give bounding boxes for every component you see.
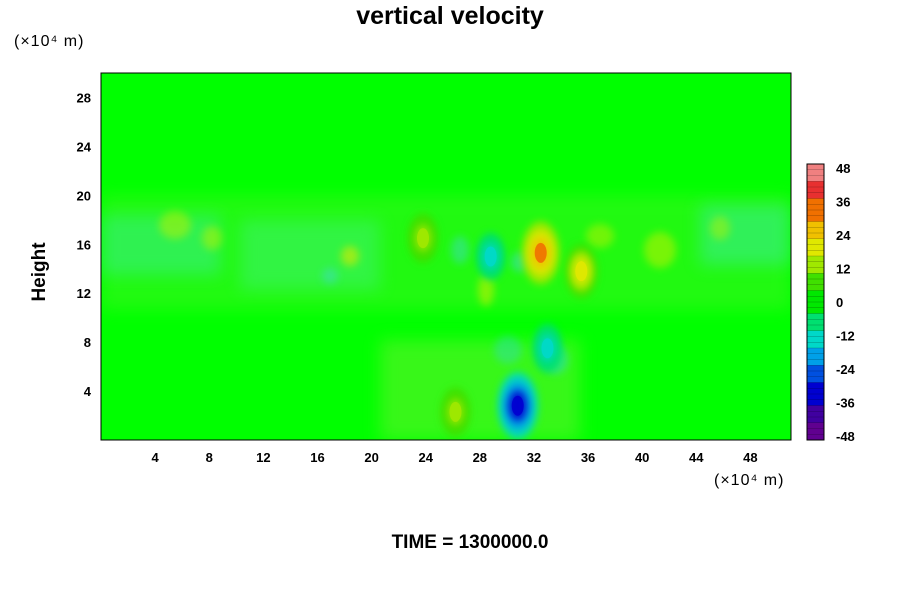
colorbar-band	[807, 238, 824, 245]
colorbar	[806, 163, 825, 441]
field-feature-5	[497, 372, 538, 440]
x-tick-label: 48	[743, 450, 757, 465]
colorbar-band	[807, 382, 824, 389]
x-tick-label: 24	[418, 450, 433, 465]
colorbar-band	[807, 411, 824, 418]
colorbar-band	[807, 359, 824, 366]
colorbar-ticks: 48 36 24 12 0 -12 -24 -36 -48	[836, 161, 856, 444]
colorbar-band	[807, 164, 824, 171]
colorbar-band	[807, 221, 824, 228]
colorbar-tick-label: -12	[836, 329, 855, 344]
x-tick-label: 28	[473, 450, 487, 465]
colorbar-band	[807, 336, 824, 343]
colorbar-band	[807, 313, 824, 320]
colorbar-band	[807, 181, 824, 188]
colorbar-band	[807, 365, 824, 372]
colorbar-band	[807, 244, 824, 251]
y-tick-label: 8	[84, 335, 91, 350]
colorbar-band	[807, 388, 824, 395]
colorbar-band	[807, 198, 824, 205]
y-tick-label: 16	[77, 237, 91, 252]
colorbar-band	[807, 394, 824, 401]
colorbar-band	[807, 169, 824, 176]
colorbar-band	[807, 250, 824, 257]
y-tick-label: 24	[77, 139, 92, 154]
feature-layer	[408, 213, 598, 440]
field-feature-6	[532, 323, 563, 373]
colorbar-band	[807, 342, 824, 349]
colorbar-band	[807, 204, 824, 211]
x-tick-label: 40	[635, 450, 649, 465]
y-axis-ticks: 4 8 12 16 20 24 28	[77, 90, 92, 399]
colorbar-band	[807, 261, 824, 268]
y-tick-label: 4	[84, 384, 92, 399]
chart-title: vertical velocity	[356, 2, 544, 30]
colorbar-tick-label: -48	[836, 429, 855, 444]
colorbar-band	[807, 296, 824, 303]
plot-frame	[100, 72, 792, 441]
x-tick-label: 32	[527, 450, 541, 465]
colorbar-band	[807, 215, 824, 222]
field-feature-4	[440, 387, 471, 437]
colorbar-band	[807, 187, 824, 194]
colorbar-tick-label: -24	[836, 362, 856, 377]
x-tick-label: 44	[689, 450, 704, 465]
x-tick-label: 16	[310, 450, 324, 465]
x-tick-label: 36	[581, 450, 595, 465]
y-tick-label: 28	[77, 90, 91, 105]
colorbar-band	[807, 353, 824, 360]
x-tick-label: 12	[256, 450, 270, 465]
x-tick-label: 4	[152, 450, 160, 465]
colorbar-band	[807, 227, 824, 234]
colorbar-band	[807, 256, 824, 263]
colorbar-band	[807, 175, 824, 182]
colorbar-band	[807, 434, 824, 441]
colorbar-band	[807, 290, 824, 297]
colorbar-band	[807, 192, 824, 199]
colorbar-band	[807, 273, 824, 280]
colorbar-tick-label: 12	[836, 262, 850, 277]
colorbar-band	[807, 307, 824, 314]
x-tick-label: 8	[206, 450, 213, 465]
colorbar-tick-label: 24	[836, 228, 851, 243]
colorbar-band	[807, 319, 824, 326]
colorbar-band	[807, 376, 824, 383]
colorbar-band	[807, 417, 824, 424]
colorbar-band	[807, 330, 824, 337]
colorbar-band	[807, 422, 824, 429]
colorbar-band	[807, 348, 824, 355]
colorbar-band	[807, 399, 824, 406]
colorbar-band	[807, 233, 824, 240]
time-label: TIME = 1300000.0	[391, 532, 549, 553]
field-feature-2	[565, 244, 598, 299]
colorbar-band	[807, 210, 824, 217]
x-tick-label: 20	[364, 450, 378, 465]
field-feature-1	[521, 221, 560, 285]
field-feature-3	[408, 213, 438, 263]
colorbar-band	[807, 302, 824, 309]
colorbar-tick-label: 36	[836, 195, 850, 210]
y-tick-label: 20	[77, 188, 91, 203]
colorbar-band	[807, 267, 824, 274]
colorbar-frame	[806, 163, 825, 441]
colorbar-band	[807, 428, 824, 435]
x-axis-unit: (×10⁴ m)	[714, 472, 785, 489]
colorbar-band	[807, 279, 824, 286]
y-axis-unit: (×10⁴ m)	[14, 33, 85, 50]
y-tick-label: 12	[77, 286, 91, 301]
colorbar-band	[807, 284, 824, 291]
colorbar-tick-label: 0	[836, 295, 843, 310]
colorbar-band	[807, 325, 824, 332]
colorbar-band	[807, 371, 824, 378]
colorbar-band	[807, 405, 824, 412]
colorbar-tick-label: 48	[836, 161, 850, 176]
field-texture	[101, 195, 791, 440]
x-axis-ticks: 4 8 12 16 20 24 28 32 36 40 44 48	[152, 450, 758, 465]
field-feature-7	[476, 233, 505, 280]
colorbar-tick-label: -36	[836, 396, 855, 411]
